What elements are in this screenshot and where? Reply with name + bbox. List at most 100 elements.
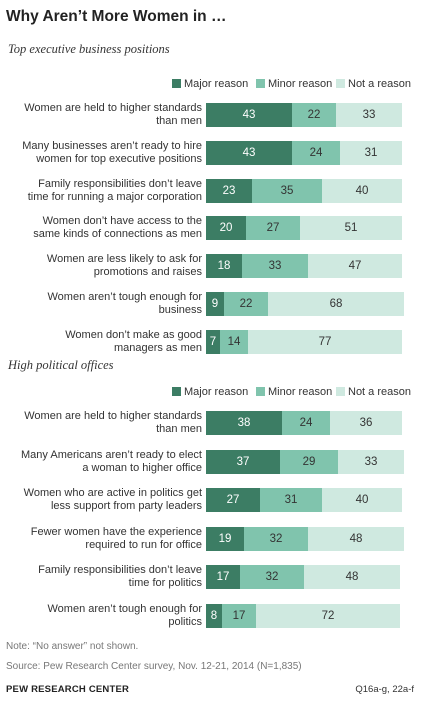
category-label: Women who are active in politics get less… [0,487,202,513]
legend-swatch-minor [256,79,265,88]
bar-segment-major: 17 [206,565,240,589]
legend-label-not: Not a reason [348,386,411,398]
bar-row: Women aren’t tough enough for politics 8 17… [0,599,422,633]
category-label-line: Women aren’t tough enough for [47,602,202,615]
bar-segment-major: 18 [206,254,242,279]
bar-segment-minor: 24 [282,411,330,435]
legend-swatch-minor [256,387,265,396]
chart-title: Why Aren’t More Women in … [6,8,227,25]
category-label: Women are less likely to ask for promotio… [0,253,202,279]
bar-segment-not: 33 [336,103,402,127]
bar-row: Women don’t make as good managers as men 7… [0,325,422,359]
category-label-line: Women don’t make as good [65,328,202,341]
category-label: Many Americans aren’t ready to elect a wo… [0,449,202,475]
legend-swatch-major [172,387,181,396]
category-label-line: than men [156,423,202,435]
bar-row: Family responsibilities don’t leave time … [0,174,422,208]
bar-segment-major: 20 [206,216,246,241]
legend: Major reason Minor reason Not a reason [0,386,422,400]
source: Source: Pew Research Center survey, Nov.… [6,661,302,672]
category-label-line: Women aren’t tough enough for [47,291,202,303]
stacked-bar: 8 17 72 [206,603,406,628]
stacked-bar: 19 32 48 [206,526,406,551]
bar-segment-major: 8 [206,603,222,628]
legend-swatch-not [336,387,345,396]
category-label-line: politics [168,615,202,628]
bar-segment-minor: 35 [252,178,322,203]
bar-segment-minor: 29 [280,449,338,474]
bar-row: Women are held to higher standards than m… [0,98,422,132]
legend-label-minor: Minor reason [268,386,333,398]
bar-segment-major: 43 [206,103,292,127]
stacked-bar: 38 24 36 [206,411,406,435]
category-label-line: time for politics [128,577,202,589]
legend-label-major: Major reason [184,78,249,90]
category-label-line: a woman to higher office [82,461,202,474]
bar-segment-minor: 24 [292,140,340,165]
bar-segment-not: 31 [340,140,402,165]
bar-segment-not: 36 [330,411,402,435]
stacked-bar: 18 33 47 [206,254,406,279]
bar-row: Many businesses aren’t ready to hire wome… [0,136,422,170]
bar-segment-not: 68 [268,292,404,316]
bar-segment-major: 9 [206,292,224,316]
category-label-line: Family responsibilities don’t leave [38,564,202,576]
bar-segment-major: 27 [206,488,260,512]
bar-segment-not: 40 [322,488,402,512]
legend-label-not: Not a reason [348,78,411,90]
bar-segment-minor: 32 [240,565,304,589]
bar-segment-minor: 17 [222,603,256,628]
bar-segment-major: 43 [206,140,292,165]
category-label: Women don’t have access to the same kinds… [0,215,202,241]
legend-item-not: Not a reason [336,386,411,398]
category-label-line: Women are held to higher standards [24,410,202,422]
category-label: Women don’t make as good managers as men [0,329,202,355]
category-label: Women are held to higher standards than m… [0,102,202,128]
bar-segment-minor: 32 [244,526,308,551]
bar-segment-not: 47 [308,254,402,279]
bar-segment-minor: 27 [246,216,300,241]
category-label: Many businesses aren’t ready to hire wome… [0,140,202,166]
section-subtitle: High political offices [8,358,114,372]
section-subtitle: Top executive business positions [8,42,170,56]
category-label-line: Many businesses aren’t ready to hire [22,139,202,152]
question-ids: Q16a-g, 22a-f [355,684,414,695]
legend: Major reason Minor reason Not a reason [0,78,422,92]
bar-segment-minor: 14 [220,329,248,354]
stacked-bar: 23 35 40 [206,178,406,203]
bar-segment-not: 40 [322,178,402,203]
category-label-line: promotions and raises [93,266,202,279]
legend-item-major: Major reason [172,386,248,398]
bar-row: Women are held to higher standards than m… [0,406,422,440]
category-label-line: Women who are active in politics get [23,487,202,499]
bar-segment-major: 19 [206,526,244,551]
legend-swatch-not [336,79,345,88]
category-label-line: Many Americans aren’t ready to elect [21,448,202,461]
category-label-line: Women are held to higher standards [24,102,202,114]
category-label-line: than men [156,115,202,127]
bar-row: Women who are active in politics get less… [0,483,422,517]
category-label: Family responsibilities don’t leave time … [0,564,202,590]
category-label-line: time for running a major corporation [27,190,202,203]
legend-label-minor: Minor reason [268,78,333,90]
category-label-line: Women are less likely to ask for [46,253,202,266]
category-label: Women are held to higher standards than m… [0,410,202,436]
stacked-bar: 43 22 33 [206,103,406,127]
bar-segment-major: 38 [206,411,282,435]
legend-label-major: Major reason [184,386,249,398]
stacked-bar: 7 14 77 [206,329,406,354]
legend-item-minor: Minor reason [256,78,332,90]
bar-segment-minor: 22 [224,292,268,316]
category-label-line: less support from party leaders [50,500,202,512]
bar-segment-not: 72 [256,603,400,628]
category-label: Fewer women have the experience required … [0,526,202,552]
stacked-bar: 9 22 68 [206,292,406,316]
category-label: Women aren’t tough enough for politics [0,603,202,629]
bar-segment-not: 48 [304,565,400,589]
category-label-line: Family responsibilities don’t leave [38,177,202,190]
stacked-bar: 43 24 31 [206,140,406,165]
bar-row: Many Americans aren’t ready to elect a wo… [0,445,422,479]
bar-row: Family responsibilities don’t leave time … [0,560,422,594]
legend-swatch-major [172,79,181,88]
category-label-line: same kinds of connections as men [33,228,202,241]
